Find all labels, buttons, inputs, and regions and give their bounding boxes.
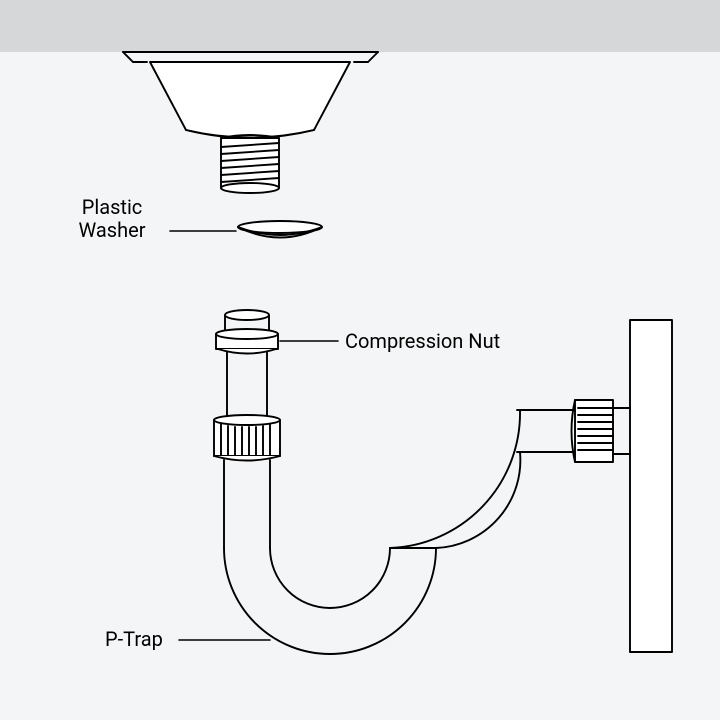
wall-pipe-block — [630, 320, 672, 652]
label-compression-nut: Compression Nut — [345, 330, 500, 353]
tailpiece-opening — [225, 310, 269, 320]
diagram-canvas: Plastic Washer Compression Nut P-Trap — [0, 0, 720, 720]
slip-nut-lower — [214, 415, 280, 461]
label-plastic-washer: Plastic Washer — [57, 196, 167, 242]
plumbing-line-drawing — [0, 0, 720, 720]
compression-nut — [216, 329, 278, 354]
counter-surface — [0, 0, 720, 52]
label-ptrap: P-Trap — [105, 628, 163, 651]
wall-compression-nut — [572, 400, 614, 462]
